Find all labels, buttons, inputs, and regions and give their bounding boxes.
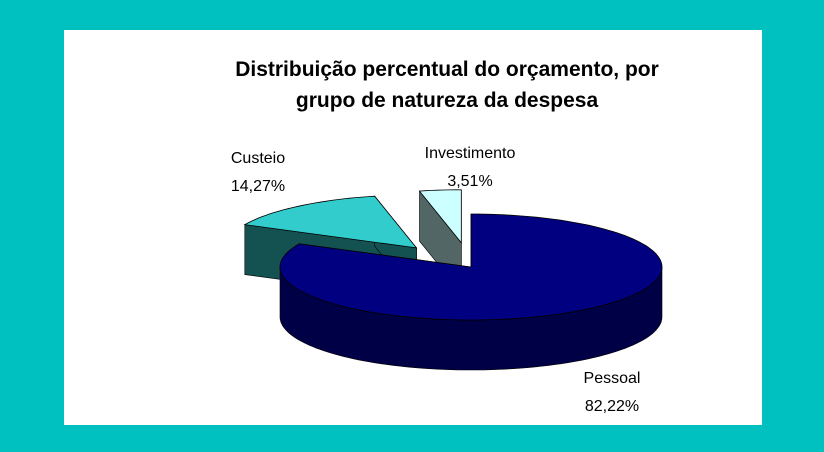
slice-value-label: 82,22%: [585, 398, 639, 415]
slice: [279, 213, 663, 371]
slice-value-label: 14,27%: [231, 178, 285, 195]
slice-value-label: 3,51%: [447, 173, 492, 190]
pie: [243, 189, 663, 371]
slice-top: [279, 213, 663, 321]
chart-title: grupo de natureza da despesa: [296, 89, 599, 112]
slice-top: [243, 195, 418, 249]
slice-top: [418, 189, 462, 244]
chart-title: Distribuição percentual do orçamento, po…: [235, 58, 659, 81]
slice-label: Pessoal: [584, 370, 641, 387]
slice-label: Investimento: [425, 145, 516, 162]
slice-label: Custeio: [231, 150, 285, 167]
